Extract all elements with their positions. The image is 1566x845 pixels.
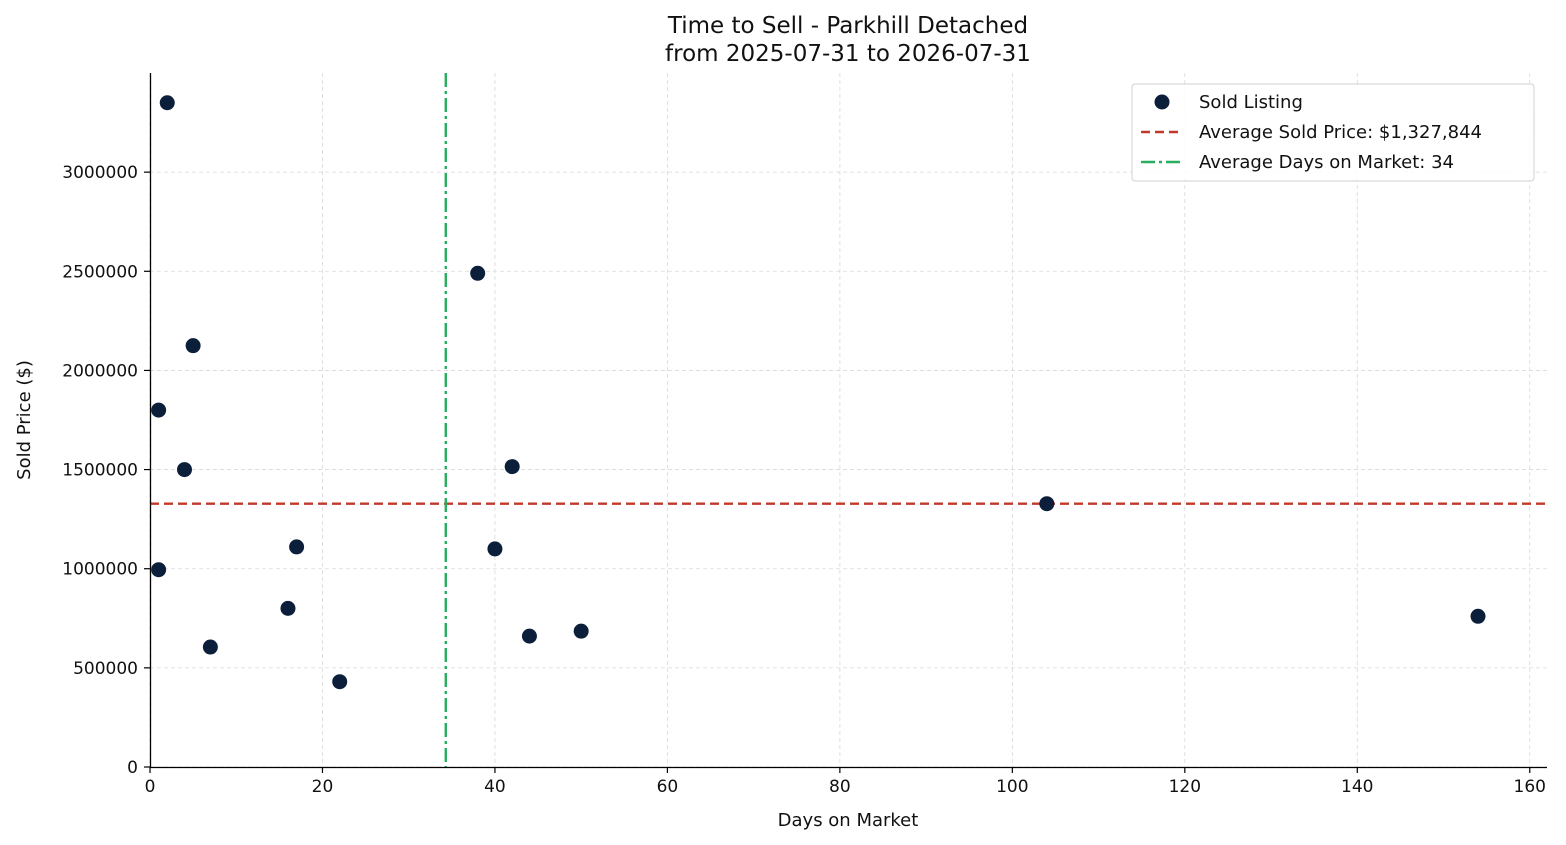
legend-label-average-price: Average Sold Price: $1,327,844 — [1199, 122, 1482, 143]
sold-listing-point — [573, 623, 589, 639]
sold-listing-point — [151, 562, 167, 578]
sold-listing-point — [1039, 496, 1055, 512]
x-tick-label: 120 — [1169, 777, 1201, 797]
sold-listing-point — [289, 539, 305, 555]
sold-listing-point — [332, 674, 348, 690]
x-tick-label: 20 — [312, 777, 334, 797]
x-axis-ticks: 0 20 40 60 80 100 120 140 160 — [145, 767, 1546, 797]
sold-listing-point — [504, 459, 520, 475]
x-tick-label: 80 — [829, 777, 851, 797]
y-tick-label: 500000 — [73, 659, 138, 679]
x-tick-label: 60 — [657, 777, 679, 797]
x-tick-label: 40 — [484, 777, 506, 797]
sold-listing-point — [521, 628, 537, 644]
sold-listing-point — [470, 265, 486, 281]
data-points — [151, 95, 1486, 690]
x-tick-label: 140 — [1341, 777, 1373, 797]
sold-listing-point — [151, 402, 167, 418]
legend-marker-sold-listing — [1154, 94, 1170, 110]
y-tick-label: 2500000 — [62, 262, 138, 282]
x-tick-label: 100 — [996, 777, 1028, 797]
legend-label-average-days: Average Days on Market: 34 — [1199, 152, 1454, 173]
legend-label-sold-listing: Sold Listing — [1199, 92, 1303, 113]
sold-listing-point — [1470, 608, 1486, 624]
sold-listing-point — [487, 541, 503, 557]
chart-subtitle: from 2025-07-31 to 2026-07-31 — [665, 41, 1031, 67]
y-tick-label: 0 — [127, 758, 138, 778]
reference-lines — [150, 73, 1547, 767]
sold-listing-point — [176, 462, 192, 478]
x-axis-label: Days on Market — [778, 810, 919, 831]
y-tick-label: 1500000 — [62, 461, 138, 481]
sold-listing-point — [159, 95, 175, 111]
x-tick-label: 0 — [145, 777, 156, 797]
y-axis-label: Sold Price ($) — [14, 360, 35, 480]
chart-title: Time to Sell - Parkhill Detached — [667, 13, 1028, 39]
y-tick-label: 1000000 — [62, 560, 138, 580]
y-tick-label: 3000000 — [62, 163, 138, 183]
x-tick-label: 160 — [1514, 777, 1546, 797]
legend-box — [1131, 83, 1535, 182]
sold-listing-point — [280, 600, 296, 616]
legend: Sold Listing Average Sold Price: $1,327,… — [1131, 83, 1535, 182]
y-tick-label: 2000000 — [62, 361, 138, 381]
sold-listing-point — [185, 338, 201, 354]
y-axis-ticks: 0 500000 1000000 1500000 2000000 2500000 30000… — [62, 163, 150, 778]
sold-listing-point — [202, 639, 218, 655]
